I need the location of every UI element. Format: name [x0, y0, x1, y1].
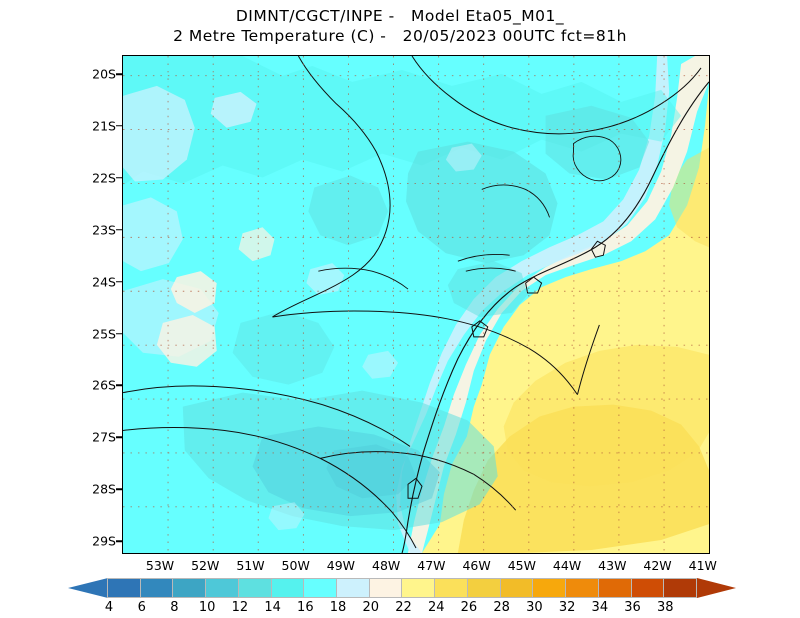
colorbar-cell	[205, 578, 239, 598]
colorbar-cell	[663, 578, 697, 598]
x-tick-label: 45W	[507, 558, 536, 573]
colorbar-tick-label: 10	[198, 600, 216, 615]
colorbar-cell	[630, 578, 665, 598]
y-tick-label: 27S	[92, 429, 116, 445]
y-tick-mark	[116, 540, 123, 542]
colorbar-over-arrow	[697, 578, 736, 598]
colorbar-cell	[270, 578, 305, 598]
colorbar-cell	[237, 578, 272, 598]
colorbar-cell	[139, 578, 174, 598]
colorbar-tick-label: 32	[558, 600, 576, 615]
x-tick-label: 48W	[372, 558, 401, 573]
y-tick-label: 26S	[92, 377, 116, 393]
colorbar-tick-label: 6	[137, 600, 146, 615]
colorbar-tick-label: 24	[427, 600, 445, 615]
colorbar-blocks	[107, 578, 697, 598]
colorbar: 4 6 8 10 12 14 16 18 20 22 24 26 28 30 32 34 36 38	[0, 578, 800, 618]
y-tick-label: 28S	[92, 481, 116, 497]
colorbar-cell	[434, 578, 468, 598]
y-tick-mark	[116, 125, 123, 127]
x-tick-label: 53W	[145, 558, 175, 573]
y-tick-label: 29S	[92, 533, 116, 549]
x-tick-label: 43W	[598, 558, 627, 573]
x-tick-label: 46W	[462, 558, 491, 573]
y-tick-label: 23S	[92, 222, 116, 238]
colorbar-cell	[303, 578, 338, 598]
y-axis: 20S 21S 22S 23S 24S 25S 26S 27S 28S 29S	[68, 55, 123, 554]
x-tick-label: 47W	[417, 558, 446, 573]
title-line-2: 2 Metre Temperature (C) - 20/05/2023 00U…	[173, 27, 627, 45]
x-tick-label: 42W	[643, 558, 672, 573]
colorbar-cell	[368, 578, 403, 598]
temperature-field	[123, 56, 709, 553]
x-tick-label: 51W	[236, 558, 265, 573]
colorbar-tick-label: 30	[526, 600, 543, 615]
x-tick-label: 41W	[688, 558, 717, 573]
colorbar-cell	[107, 578, 141, 598]
y-tick-mark	[116, 228, 123, 231]
colorbar-cell	[597, 578, 632, 598]
colorbar-tick-label: 16	[297, 600, 314, 615]
y-tick-label: 24S	[92, 274, 116, 290]
colorbar-tick-label: 18	[329, 600, 347, 615]
colorbar-cell	[401, 578, 436, 598]
x-tick-label: 52W	[191, 558, 220, 573]
x-tick-label: 49W	[326, 558, 356, 573]
y-tick-mark	[116, 73, 123, 75]
y-tick-mark	[116, 177, 123, 179]
y-tick-mark	[116, 488, 123, 490]
colorbar-tick-label: 26	[460, 600, 478, 615]
y-tick-mark	[116, 436, 123, 439]
colorbar-tick-label: 8	[170, 600, 179, 615]
colorbar-under-arrow	[68, 578, 108, 598]
title-line-1: DIMNT/CGCT/INPE - Model Eta05_M01_	[235, 7, 565, 25]
x-tick-label: 50W	[281, 558, 310, 573]
y-tick-label: 25S	[92, 326, 116, 341]
x-tick-label: 44W	[552, 558, 582, 573]
colorbar-tick-label: 14	[264, 600, 281, 615]
colorbar-cell	[172, 578, 207, 598]
colorbar-cell	[532, 578, 567, 598]
x-axis: 53W 52W 51W 50W 49W 48W 47W 46W 45W 44W 43W 42W 41W	[0, 558, 800, 578]
y-tick-label: 20S	[92, 66, 116, 82]
y-tick-mark	[116, 332, 123, 335]
colorbar-tick-label: 34	[591, 600, 609, 615]
y-tick-label: 21S	[92, 118, 116, 134]
colorbar-tick-label: 36	[624, 600, 641, 615]
y-tick-mark	[116, 280, 123, 283]
colorbar-cell	[565, 578, 599, 598]
chart-title: DIMNT/CGCT/INPE - Model Eta05_M01_ 2 Met…	[0, 6, 800, 46]
colorbar-cell	[499, 578, 534, 598]
colorbar-tick-label: 4	[104, 600, 114, 615]
colorbar-cell	[466, 578, 501, 598]
colorbar-tick-label: 28	[493, 600, 510, 615]
map-plot-area	[122, 55, 710, 554]
y-tick-label: 22S	[92, 170, 116, 186]
colorbar-cell	[336, 578, 370, 598]
colorbar-tick-label: 12	[231, 600, 249, 615]
y-tick-mark	[116, 384, 123, 387]
colorbar-tick-label: 38	[656, 600, 674, 615]
colorbar-tick-label: 22	[395, 600, 412, 615]
colorbar-tick-label: 20	[362, 600, 380, 615]
